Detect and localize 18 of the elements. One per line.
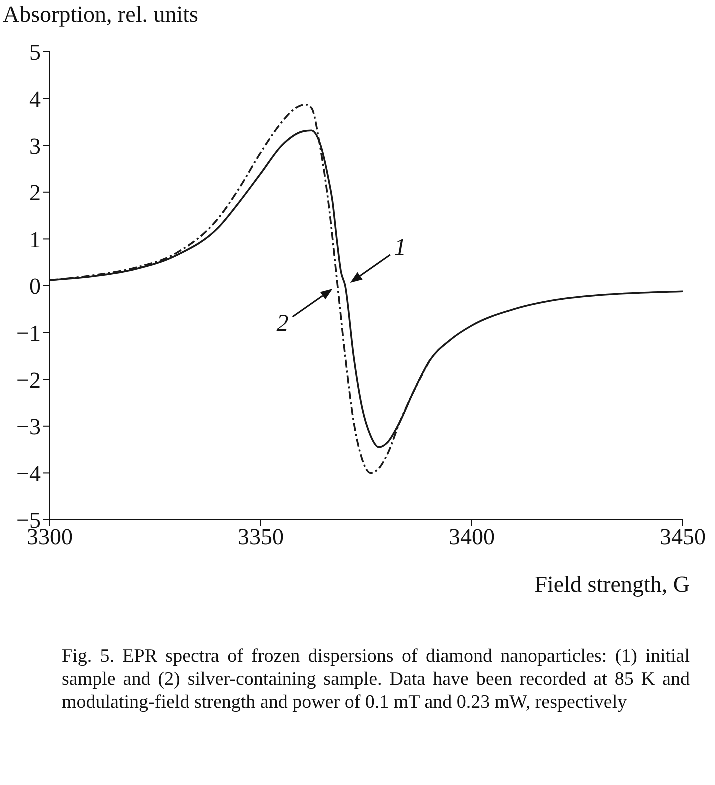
y-tick-label: −2 [16,368,41,393]
x-tick-label: 3400 [449,524,495,550]
y-tick-label: 4 [30,86,42,112]
y-tick-label: −3 [16,414,41,440]
y-tick-label: 5 [30,40,41,66]
y-tick-label: −4 [16,461,42,486]
x-tick-label: 3450 [660,524,706,550]
y-tick-label: 3 [30,134,41,159]
y-axis-title: Absorption, rel. units [3,2,198,28]
y-tick-label: 1 [30,227,41,252]
annotation: 1 [394,235,406,261]
y-tick-label: 0 [30,274,41,300]
y-tick-label: −1 [16,320,41,346]
annotation: 2 [276,311,289,337]
caption: Fig. 5. EPR spectra of frozen dispersions of diamond nanoparticles: (1) initial sample and (2) silver-containing sample. Data have been recorded at 85 K and modulating-field strength and power of 0.1 mT and 0.23 mW, respectively [62,645,690,714]
y-tick-label: 2 [30,180,41,206]
x-axis-title: Field strength, G [534,572,690,598]
x-tick-label: 3350 [238,524,284,550]
